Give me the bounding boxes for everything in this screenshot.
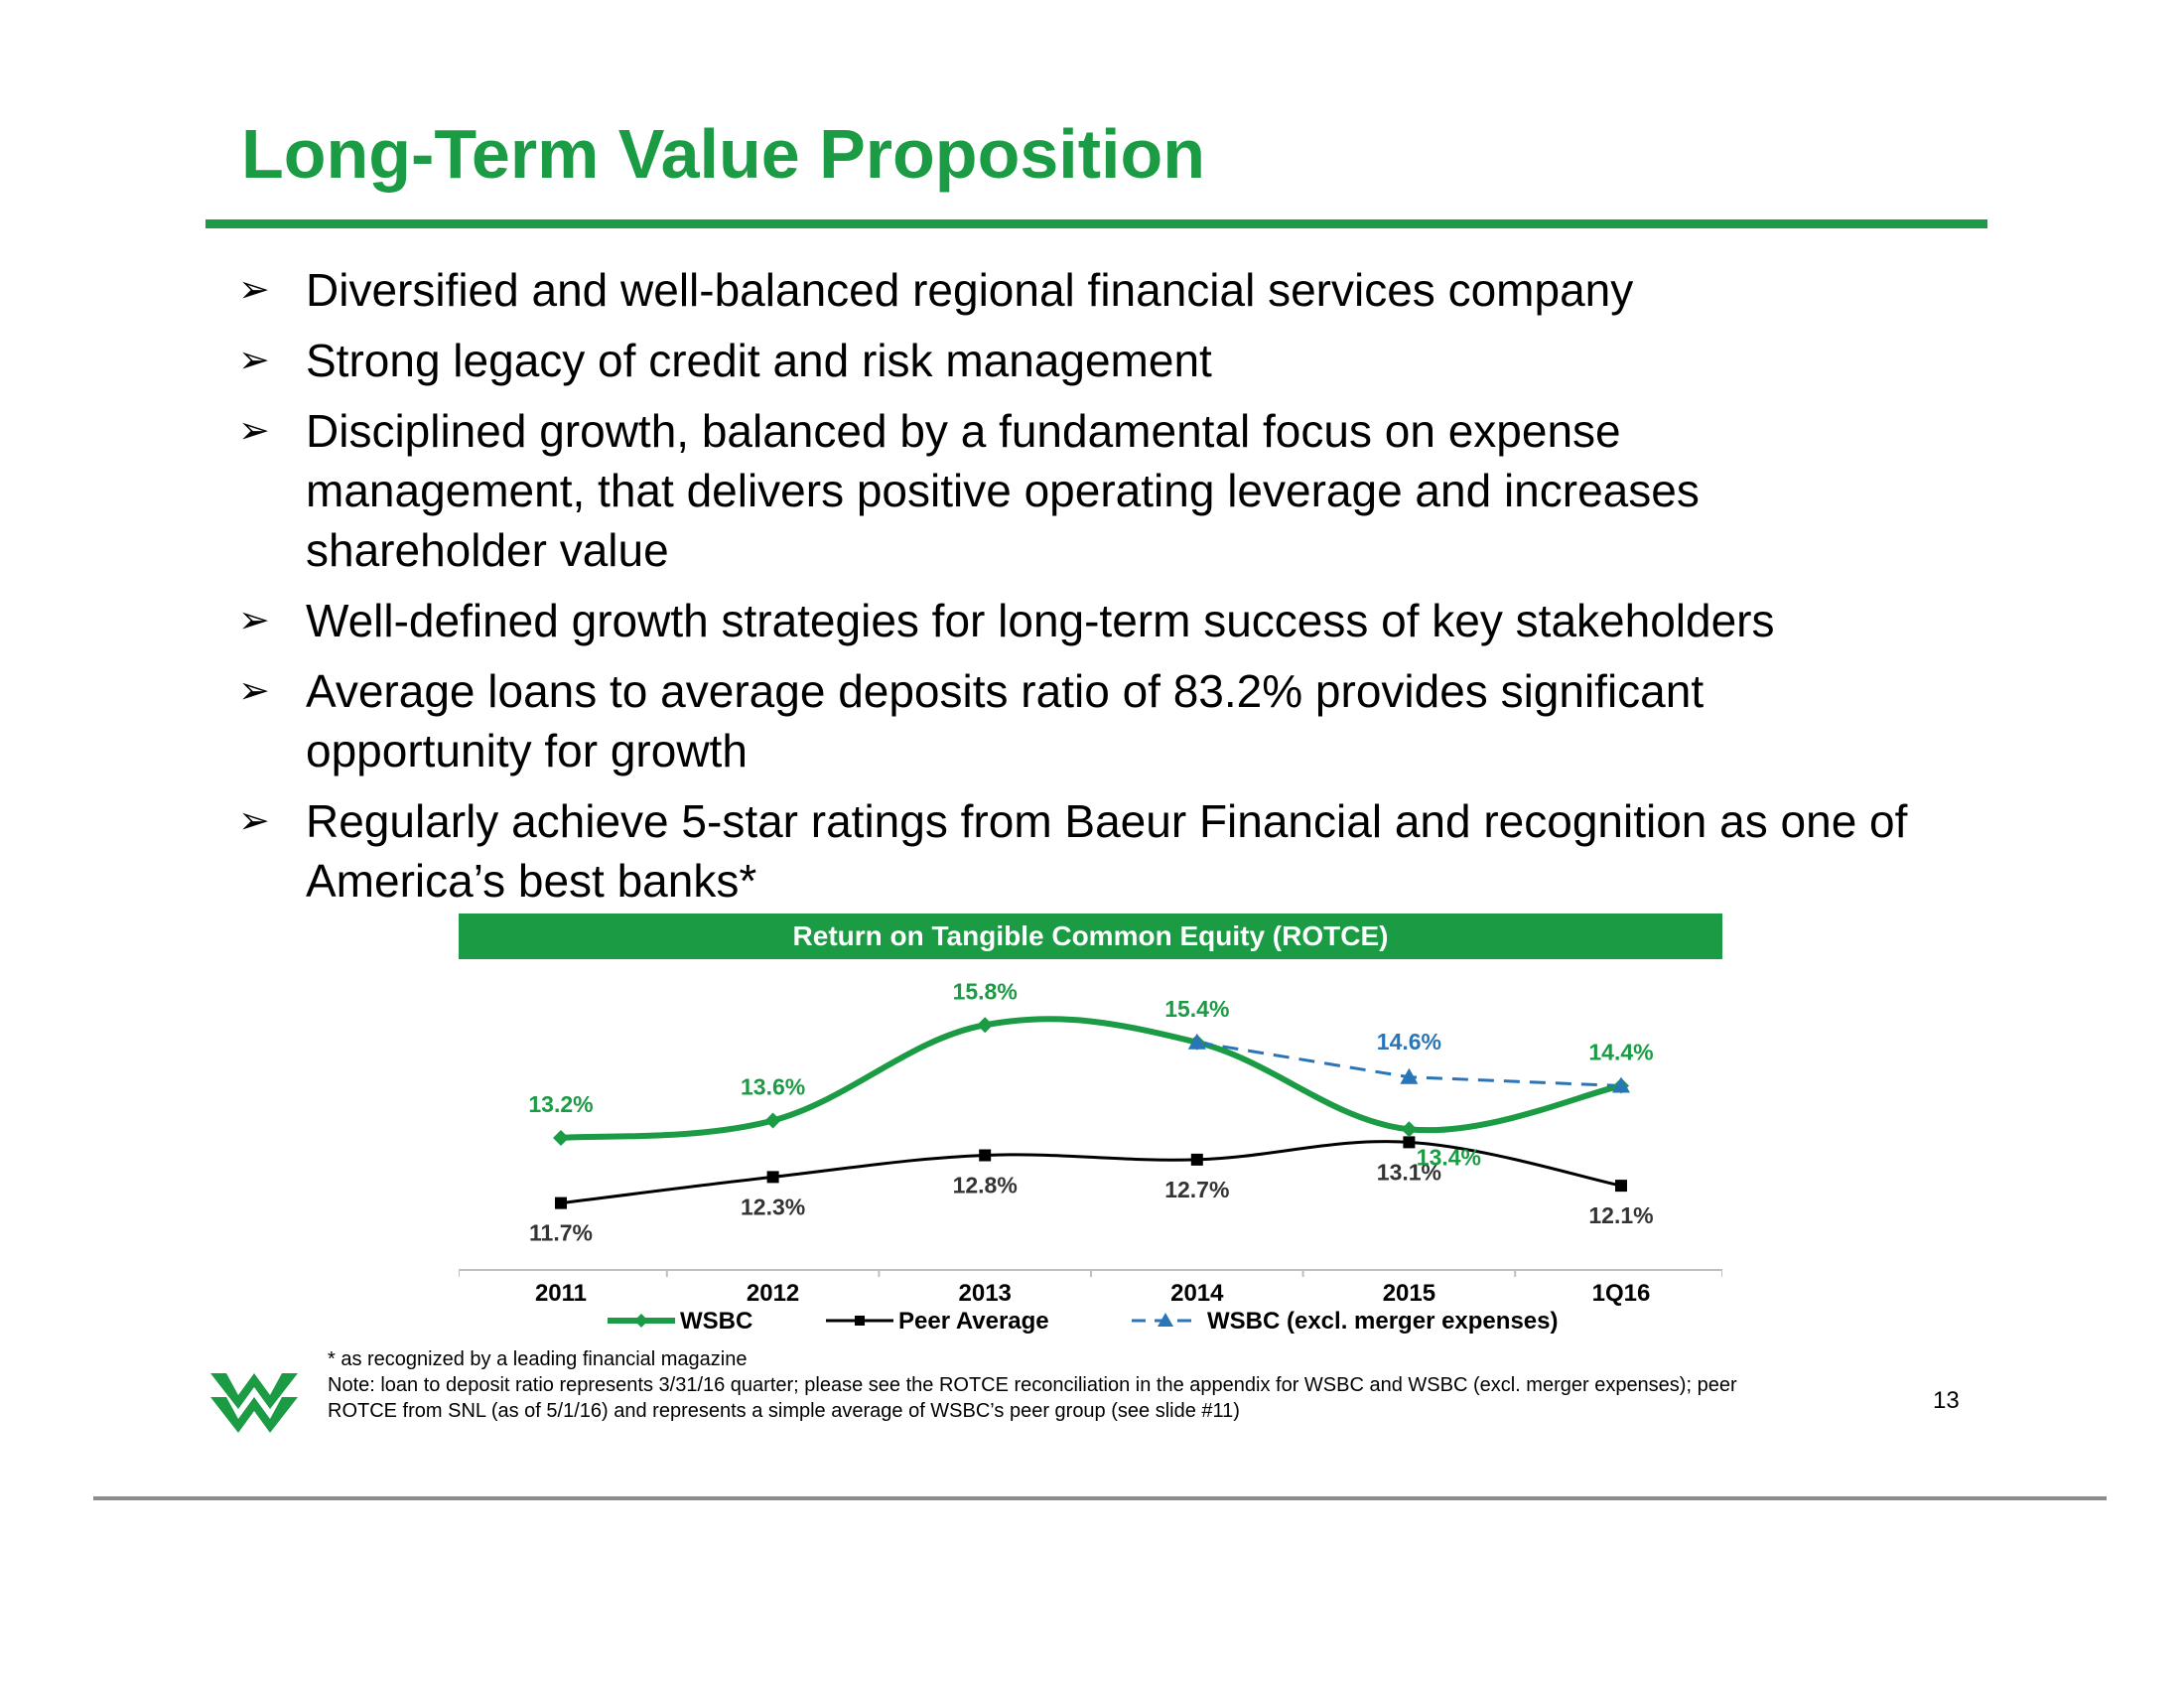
x-tick-label: 2015 — [1383, 1280, 1435, 1307]
bullet-list: ➢ Diversified and well-balanced regional… — [238, 260, 1985, 921]
footnote: * as recognized by a leading financial m… — [328, 1348, 748, 1370]
data-point — [979, 1149, 992, 1162]
x-tick-label: 2011 — [535, 1280, 587, 1307]
chart-title: Return on Tangible Common Equity (ROTCE) — [459, 914, 1722, 959]
data-label: 11.7% — [529, 1220, 593, 1246]
data-label: 12.7% — [1164, 1177, 1229, 1202]
data-label: 14.6% — [1377, 1029, 1441, 1055]
bullet-text: Diversified and well-balanced regional f… — [306, 264, 1634, 316]
data-labels: 11.7% 12.3% 12.8% 12.7% 13.1% 12.1% 13.2% 13.6%… — [528, 978, 1653, 1245]
legend-marker — [634, 1314, 648, 1328]
arrow-bullet-icon: ➢ — [238, 410, 270, 452]
data-point — [766, 1171, 779, 1184]
data-point — [555, 1196, 567, 1209]
bullet-item: ➢ Regularly achieve 5-star ratings from … — [238, 791, 1974, 911]
legend-marker — [1158, 1313, 1173, 1327]
series-markers — [553, 1017, 1630, 1209]
series-line-peer-average — [560, 1140, 1622, 1205]
x-tick-label: 1Q16 — [1592, 1280, 1651, 1307]
data-point — [1615, 1180, 1627, 1193]
arrow-bullet-icon: ➢ — [238, 269, 270, 311]
data-point — [1400, 1067, 1419, 1084]
x-tick-labels: 2011 2012 2013 2014 2015 1Q16 — [535, 1280, 1650, 1307]
footer-divider — [93, 1496, 2107, 1500]
arrow-bullet-icon: ➢ — [238, 340, 270, 381]
arrow-bullet-icon: ➢ — [238, 600, 270, 641]
bullet-item: ➢ Diversified and well-balanced regional… — [238, 260, 1985, 320]
data-point — [977, 1017, 994, 1034]
series-line-wsbc — [560, 1016, 1622, 1141]
slide-number: 13 — [1933, 1387, 1960, 1414]
data-label: 13.6% — [741, 1074, 805, 1100]
bullet-text: Well-defined growth strategies for long-… — [306, 595, 1775, 646]
source-note: Note: loan to deposit ratio represents 3… — [328, 1374, 1737, 1422]
bullet-item: ➢ Disciplined growth, balanced by a fund… — [238, 401, 1894, 580]
data-label: 14.4% — [1588, 1040, 1653, 1065]
bullet-text: Regularly achieve 5-star ratings from Ba… — [306, 795, 1908, 907]
data-label: 13.1% — [1377, 1159, 1441, 1185]
x-axis — [459, 1269, 1722, 1277]
data-point — [1403, 1136, 1416, 1149]
bullet-text: Average loans to average deposits ratio … — [306, 665, 1705, 776]
arrow-bullet-icon: ➢ — [238, 800, 270, 842]
data-label: 15.4% — [1164, 996, 1229, 1022]
data-label: 13.4% — [1417, 1144, 1481, 1170]
data-point — [1401, 1121, 1418, 1138]
data-point — [764, 1112, 781, 1129]
data-label: 12.1% — [1588, 1202, 1653, 1228]
legend-label: WSBC (excl. merger expenses) — [1207, 1308, 1558, 1335]
data-point — [1187, 1033, 1206, 1050]
data-point — [1612, 1076, 1630, 1093]
data-label: 12.3% — [741, 1194, 805, 1219]
rotce-line-chart: 11.7% 12.3% 12.8% 12.7% 13.1% 12.1% 13.2% 13.6%… — [459, 978, 1722, 1335]
x-tick-label: 2013 — [959, 1280, 1012, 1307]
x-tick-label: 2012 — [747, 1280, 799, 1307]
wesbanco-w-logo-icon — [210, 1373, 298, 1433]
data-label: 13.2% — [528, 1091, 593, 1117]
bullet-text: Disciplined growth, balanced by a fundam… — [306, 405, 1700, 576]
title-divider — [205, 219, 1987, 228]
chart-legend: WSBC Peer Average WSBC (excl. merger expen… — [608, 1308, 1558, 1335]
series-lines — [560, 1016, 1622, 1205]
legend-label: Peer Average — [898, 1308, 1049, 1335]
legend-label: WSBC — [680, 1308, 752, 1335]
arrow-bullet-icon: ➢ — [238, 670, 270, 712]
bullet-item: ➢ Average loans to average deposits rati… — [238, 661, 1904, 780]
data-point — [553, 1130, 569, 1146]
bullet-text: Strong legacy of credit and risk managem… — [306, 335, 1212, 386]
slide-title: Long-Term Value Proposition — [241, 115, 1205, 193]
data-label: 15.8% — [953, 978, 1018, 1004]
data-point — [1190, 1153, 1203, 1166]
bullet-item: ➢ Strong legacy of credit and risk manag… — [238, 331, 1985, 390]
legend-marker — [855, 1316, 865, 1326]
x-tick-label: 2014 — [1170, 1280, 1224, 1307]
data-label: 12.8% — [953, 1173, 1018, 1198]
bullet-item: ➢ Well-defined growth strategies for lon… — [238, 591, 1985, 650]
